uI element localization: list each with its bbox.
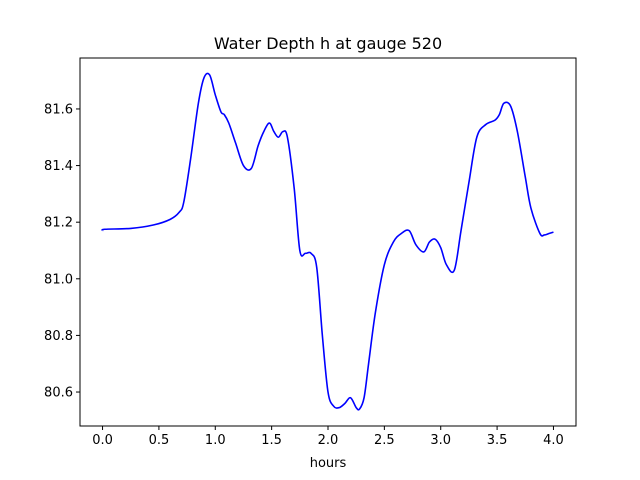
y-tick-label: 81.4	[44, 159, 73, 174]
x-tick-label: 0.5	[149, 433, 170, 448]
x-tick-label: 2.0	[318, 433, 339, 448]
y-axis: 80.6 80.8 81.0 81.2 81.4 81.6	[44, 102, 80, 401]
y-tick-label: 81.0	[44, 272, 73, 287]
x-tick-label: 1.5	[261, 433, 282, 448]
x-axis-label: hours	[310, 456, 347, 471]
x-tick-label: 4.0	[543, 433, 564, 448]
marks-layer	[101, 72, 554, 411]
x-tick-label: 3.5	[487, 433, 508, 448]
y-tick-label: 81.6	[44, 102, 73, 117]
y-tick-label: 81.2	[44, 216, 73, 231]
y-tick-label: 80.8	[44, 329, 73, 344]
x-tick-label: 0.0	[92, 433, 113, 448]
x-axis: 0.0 0.5 1.0 1.5 2.0 2.5 3.0 3.5 4.0	[92, 426, 564, 448]
series-line	[101, 72, 554, 411]
y-tick-label: 80.6	[44, 386, 73, 401]
x-tick-label: 1.0	[205, 433, 226, 448]
chart-title: Water Depth h at gauge 520	[214, 34, 442, 53]
x-tick-label: 2.5	[374, 433, 395, 448]
x-tick-label: 3.0	[430, 433, 451, 448]
